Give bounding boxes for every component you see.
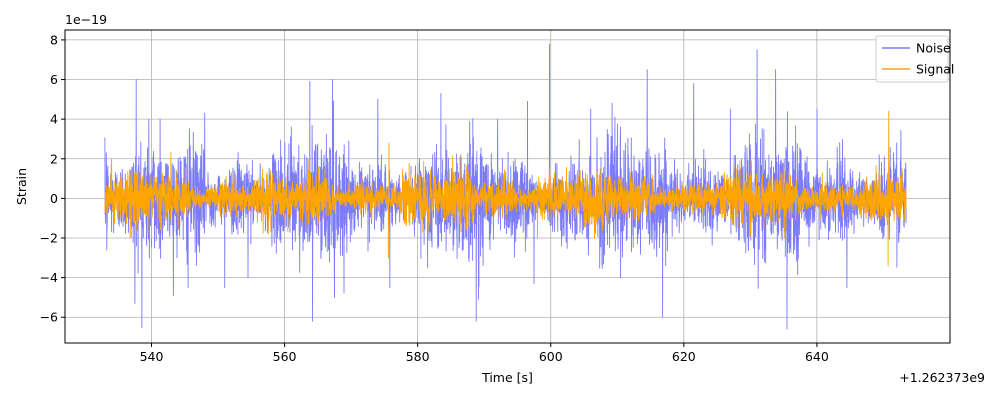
x-offset-label: +1.262373e9 — [899, 370, 985, 385]
x-tick-label: 620 — [672, 349, 696, 364]
axes: 540 560 580 600 620 640 −6 −4 −2 0 2 4 6 8 — [40, 32, 829, 364]
y-tick-label: 8 — [50, 32, 58, 47]
y-tick-label: 2 — [50, 151, 58, 166]
legend: Noise Signal — [875, 35, 954, 83]
x-tick-label: 580 — [406, 349, 430, 364]
x-tick-label: 640 — [805, 349, 829, 364]
y-tick-label: −6 — [40, 310, 58, 325]
series-layer — [104, 43, 907, 330]
y-tick-label: −2 — [40, 231, 58, 246]
x-tick-label: 600 — [539, 349, 563, 364]
y-tick-label: −4 — [40, 270, 58, 285]
y-axis-label: Strain — [14, 168, 29, 205]
x-tick-label: 560 — [273, 349, 297, 364]
x-axis-label: Time [s] — [481, 370, 533, 385]
y-tick-label: 6 — [50, 72, 58, 87]
y-tick-label: 4 — [50, 112, 58, 127]
series-line-signal — [104, 110, 907, 267]
plot-frame — [64, 29, 951, 344]
y-scale-label: 1e−19 — [65, 12, 107, 27]
x-tick-label: 540 — [140, 349, 164, 364]
legend-label-noise: Noise — [916, 41, 951, 56]
y-tick-label: 0 — [50, 191, 58, 206]
legend-label-signal: Signal — [916, 62, 954, 77]
